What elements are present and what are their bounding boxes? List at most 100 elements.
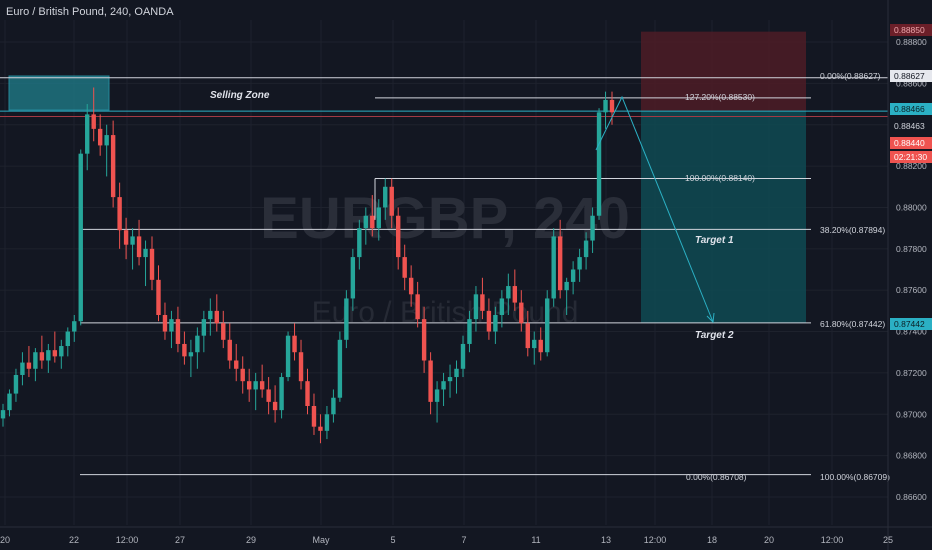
candle-body[interactable]	[486, 310, 492, 332]
candle-body[interactable]	[408, 277, 414, 295]
candle-body[interactable]	[428, 360, 433, 402]
candle-body[interactable]	[182, 343, 187, 357]
candle-body[interactable]	[473, 294, 479, 320]
candle-body[interactable]	[279, 377, 284, 411]
candle-body[interactable]	[20, 362, 25, 375]
candle-body[interactable]	[104, 135, 109, 146]
candle-body[interactable]	[7, 393, 12, 411]
candle-body[interactable]	[266, 389, 271, 402]
candle-body[interactable]	[162, 315, 168, 332]
candle-body[interactable]	[480, 294, 485, 311]
candle-body[interactable]	[564, 281, 569, 291]
candle-body[interactable]	[415, 294, 420, 320]
candle-body[interactable]	[363, 215, 369, 229]
candle-body[interactable]	[460, 343, 466, 369]
candle-body[interactable]	[246, 381, 252, 390]
candle-body[interactable]	[434, 389, 440, 402]
candle-body[interactable]	[272, 401, 278, 411]
candle-body[interactable]	[538, 339, 543, 353]
projection-path[interactable]	[595, 95, 714, 323]
candle-body[interactable]	[123, 230, 129, 245]
candle-body[interactable]	[305, 381, 310, 406]
candle-body[interactable]	[149, 248, 155, 280]
candle-body[interactable]	[117, 197, 122, 231]
candle-body[interactable]	[396, 215, 401, 258]
candle-body[interactable]	[227, 339, 232, 361]
candle-body[interactable]	[97, 128, 103, 146]
candle-body[interactable]	[441, 381, 446, 390]
candle-body[interactable]	[214, 310, 219, 324]
candle-body[interactable]	[78, 153, 83, 322]
candle-body[interactable]	[557, 236, 563, 291]
price-badge	[890, 24, 932, 36]
candle-body[interactable]	[447, 377, 453, 382]
candle-body[interactable]	[285, 335, 291, 378]
candle-body[interactable]	[240, 368, 245, 382]
candle-body[interactable]	[383, 186, 388, 208]
candle-body[interactable]	[195, 335, 200, 353]
candle-body[interactable]	[208, 310, 213, 320]
candle-body[interactable]	[331, 397, 336, 415]
selling-zone-box[interactable]	[8, 75, 110, 111]
candle-body[interactable]	[318, 426, 323, 431]
candle-body[interactable]	[596, 112, 602, 216]
candle-body[interactable]	[421, 319, 427, 361]
candle-body[interactable]	[525, 323, 530, 349]
candle-body[interactable]	[0, 410, 6, 419]
candle-body[interactable]	[52, 350, 58, 357]
fib-label: 0.00%(0.88627)	[820, 71, 881, 81]
candle-body[interactable]	[136, 236, 142, 258]
candle-body[interactable]	[350, 257, 356, 299]
candle-body[interactable]	[506, 286, 511, 299]
candle-body[interactable]	[33, 352, 38, 369]
candle-body[interactable]	[46, 350, 51, 361]
candle-body[interactable]	[389, 186, 394, 216]
candle-body[interactable]	[221, 323, 226, 340]
candle-body[interactable]	[357, 228, 362, 258]
candle-body[interactable]	[26, 362, 32, 369]
candle-body[interactable]	[583, 240, 589, 258]
candle-body[interactable]	[551, 236, 556, 299]
candle-body[interactable]	[370, 215, 375, 229]
candle-body[interactable]	[577, 257, 582, 270]
candle-body[interactable]	[188, 352, 194, 357]
candle-body[interactable]	[311, 406, 317, 427]
candle-body[interactable]	[512, 286, 518, 303]
candle-body[interactable]	[13, 374, 19, 394]
candle-body[interactable]	[39, 352, 45, 361]
candle-body[interactable]	[253, 381, 258, 390]
candle-body[interactable]	[324, 414, 330, 431]
candle-body[interactable]	[91, 114, 96, 129]
candle-body[interactable]	[344, 298, 349, 340]
candle-body[interactable]	[402, 257, 407, 278]
candle-body[interactable]	[603, 99, 608, 113]
candle-body[interactable]	[130, 236, 135, 245]
candle-body[interactable]	[143, 248, 148, 258]
candle-body[interactable]	[169, 319, 174, 332]
candle-body[interactable]	[201, 319, 207, 336]
candle-body[interactable]	[72, 321, 77, 332]
candle-body[interactable]	[609, 99, 615, 113]
candle-body[interactable]	[85, 114, 90, 154]
candle-body[interactable]	[337, 339, 343, 398]
candle-body[interactable]	[259, 381, 265, 390]
candle-body[interactable]	[493, 315, 498, 332]
candle-body[interactable]	[156, 279, 161, 315]
candle-body[interactable]	[234, 360, 239, 369]
candle-body[interactable]	[110, 135, 116, 198]
candle-body[interactable]	[376, 207, 381, 229]
candle-body[interactable]	[590, 215, 595, 241]
candle-body[interactable]	[545, 298, 550, 353]
candle-body[interactable]	[175, 319, 181, 344]
candle-body[interactable]	[454, 368, 459, 378]
candle-body[interactable]	[65, 331, 70, 347]
candle-body[interactable]	[467, 319, 472, 344]
candle-body[interactable]	[59, 346, 64, 357]
candle-body[interactable]	[570, 269, 576, 282]
candle-body[interactable]	[519, 302, 524, 324]
candle-body[interactable]	[298, 352, 304, 382]
candle-body[interactable]	[499, 298, 505, 315]
candle-body[interactable]	[532, 339, 537, 349]
candle-body[interactable]	[292, 335, 297, 353]
